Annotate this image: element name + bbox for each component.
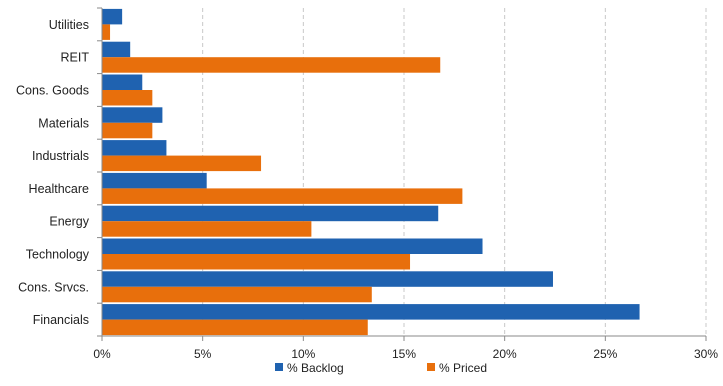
bar-backlog-financials	[102, 304, 640, 320]
bar-priced-cons-srvcs	[102, 286, 372, 303]
category-label: Cons. Srvcs.	[18, 280, 89, 294]
category-label: REIT	[61, 51, 90, 65]
x-tick-label: 25%	[593, 347, 617, 361]
x-tick-label: 15%	[392, 347, 416, 361]
category-label: Healthcare	[29, 182, 89, 196]
x-tick-label: 5%	[194, 347, 212, 361]
category-label: Energy	[49, 215, 89, 229]
legend-label-backlog: % Backlog	[287, 361, 344, 375]
bar-priced-technology	[102, 254, 411, 270]
bar-backlog-reit	[102, 41, 131, 58]
axes	[97, 7, 707, 341]
x-tick-label: 0%	[93, 347, 111, 361]
x-tick-label: 20%	[493, 347, 517, 361]
bar-priced-utilities	[102, 24, 111, 40]
bar-priced-energy	[102, 221, 312, 237]
legend: % Backlog % Priced	[275, 361, 487, 375]
category-label: Technology	[26, 248, 90, 262]
category-label: Cons. Goods	[16, 84, 89, 98]
bar-backlog-materials	[102, 107, 163, 123]
bar-priced-financials	[102, 319, 368, 336]
category-label: Utilities	[49, 18, 89, 32]
legend-swatch-priced	[427, 363, 435, 371]
bar-backlog-energy	[102, 205, 439, 222]
bar-backlog-technology	[102, 238, 483, 254]
x-tick-label: 30%	[694, 347, 718, 361]
legend-label-priced: % Priced	[439, 361, 487, 375]
category-label: Materials	[38, 116, 89, 130]
bars	[102, 8, 640, 336]
bar-priced-materials	[102, 122, 153, 139]
bar-backlog-healthcare	[102, 172, 207, 189]
category-label: Financials	[33, 313, 89, 327]
category-label: Industrials	[32, 149, 89, 163]
bar-priced-healthcare	[102, 188, 463, 204]
bar-backlog-cons-goods	[102, 74, 143, 90]
bar-backlog-utilities	[102, 8, 123, 25]
x-tick-label: 10%	[291, 347, 315, 361]
bar-backlog-cons-srvcs	[102, 271, 553, 287]
category-labels: Utilities REIT Cons. Goods Materials Industr…	[16, 18, 90, 327]
bar-priced-industrials	[102, 155, 262, 172]
x-tick-labels: 0% 5% 10% 15% 20% 25% 30%	[93, 347, 718, 361]
bar-priced-reit	[102, 57, 441, 73]
bar-priced-cons-goods	[102, 90, 153, 106]
legend-swatch-backlog	[275, 363, 283, 371]
bar-backlog-industrials	[102, 140, 167, 156]
